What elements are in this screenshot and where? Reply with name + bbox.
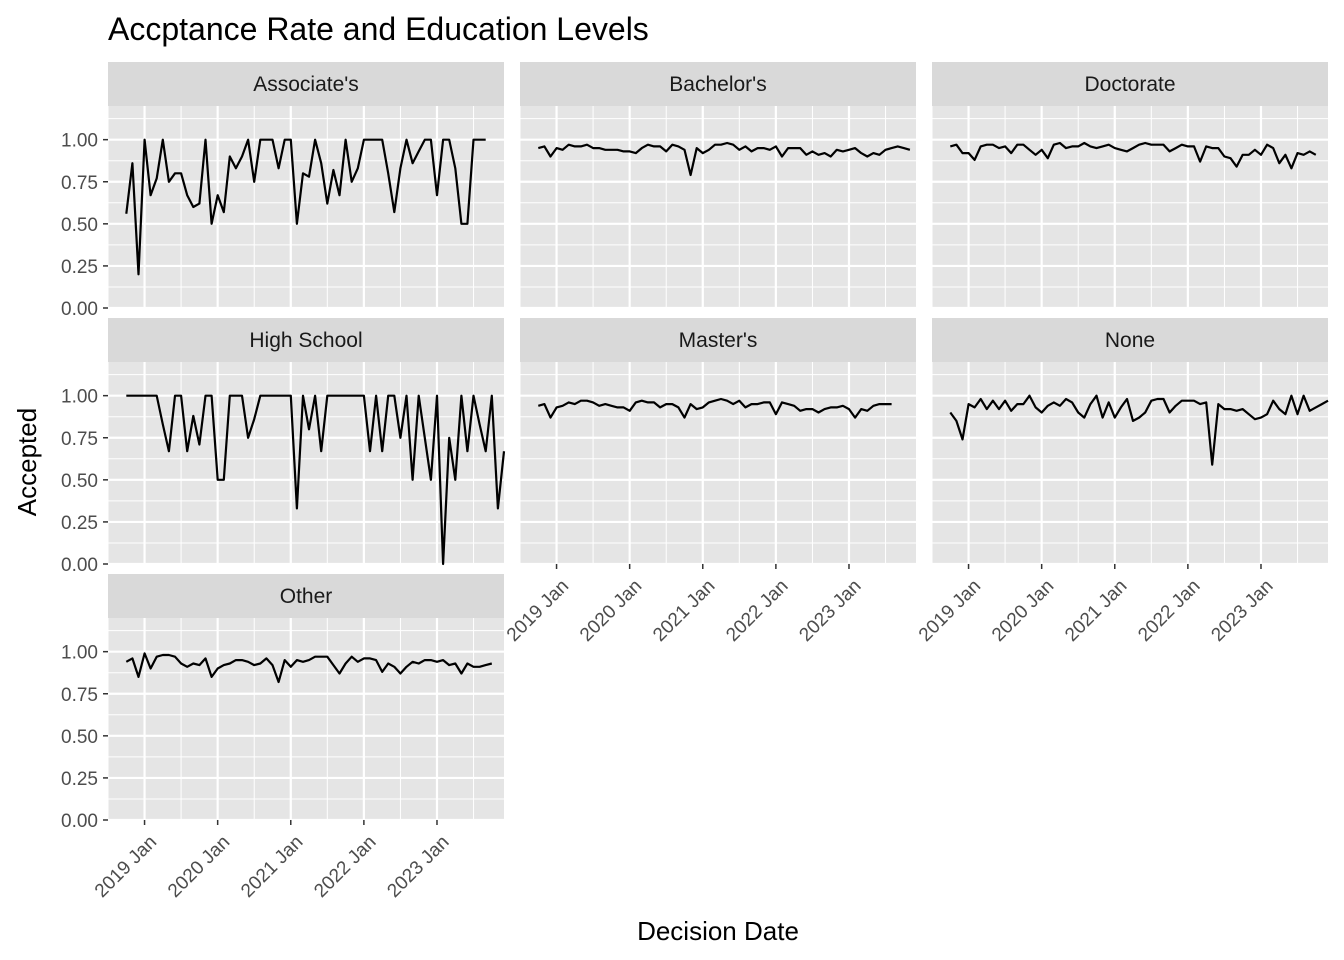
y-tick-label: 0.50 — [61, 727, 98, 748]
y-tick-label: 0.25 — [61, 257, 98, 278]
facet-panel: Master's 2019 Jan 2020 Jan 2021 Jan 2022 Jan… — [503, 318, 916, 646]
series-line — [125, 138, 486, 276]
panel-background — [108, 106, 504, 308]
x-tick-label: 2020 Jan — [164, 832, 234, 902]
series-line — [126, 394, 506, 566]
series-line — [538, 397, 892, 419]
facet-panel: None 2019 Jan 2020 Jan 2021 Jan 2022 Jan 2023… — [915, 318, 1329, 646]
series-line — [125, 652, 493, 684]
facet-strip — [520, 62, 916, 106]
series-line — [949, 394, 1329, 466]
x-axis-title: Decision Date — [637, 916, 799, 946]
y-tick-label: 0.50 — [61, 215, 98, 236]
y-tick-label: 0.50 — [61, 471, 98, 492]
facet-strip-label: Associate's — [253, 73, 359, 96]
x-tick-label: 2020 Jan — [988, 576, 1058, 646]
facet-strip — [520, 318, 916, 362]
series-line — [950, 141, 1317, 170]
facet-panel: High School 0.00 0.25 0.50 0.75 1.00 — [61, 318, 506, 576]
x-tick-label: 2022 Jan — [1134, 576, 1204, 646]
panel-background — [520, 362, 916, 564]
facet-strip — [932, 62, 1328, 106]
panel-background — [520, 106, 916, 308]
facet-panels: Associate's 0.00 0.25 0.50 0.75 1.00 Bachelor'… — [61, 62, 1329, 902]
x-tick-label: 2021 Jan — [1061, 576, 1131, 646]
x-tick-label: 2019 Jan — [503, 576, 573, 646]
facet-strip-label: None — [1105, 329, 1155, 352]
y-tick-label: 1.00 — [61, 131, 98, 152]
y-axis-title: Accepted — [12, 408, 42, 516]
y-tick-label: 0.00 — [61, 811, 98, 832]
facet-strip — [108, 574, 504, 618]
facet-panel: Associate's 0.00 0.25 0.50 0.75 1.00 — [61, 62, 504, 320]
y-tick-label: 0.00 — [61, 299, 98, 320]
panel-background — [932, 362, 1328, 564]
x-tick-label: 2021 Jan — [649, 576, 719, 646]
y-tick-label: 0.00 — [61, 555, 98, 576]
series-line — [538, 141, 911, 177]
y-tick-label: 0.75 — [61, 685, 98, 706]
y-tick-label: 1.00 — [61, 643, 98, 664]
y-tick-label: 1.00 — [61, 387, 98, 408]
facet-strip-label: Bachelor's — [669, 73, 766, 96]
facet-panel: Other 0.00 0.25 0.50 0.75 1.00 2019 Jan 2020 Ja… — [61, 574, 504, 902]
x-tick-label: 2022 Jan — [310, 832, 380, 902]
facet-strip-label: Other — [280, 585, 333, 608]
x-tick-label: 2023 Jan — [1207, 576, 1277, 646]
x-tick-label: 2019 Jan — [915, 576, 985, 646]
facet-panel: Doctorate — [931, 62, 1328, 310]
x-tick-label: 2020 Jan — [576, 576, 646, 646]
x-tick-label: 2023 Jan — [383, 832, 453, 902]
x-tick-label: 2019 Jan — [91, 832, 161, 902]
facet-strip-label: Master's — [679, 329, 758, 352]
facet-strip-label: Doctorate — [1084, 73, 1175, 96]
facet-panel: Bachelor's — [519, 62, 916, 310]
chart-title: Accptance Rate and Education Levels — [108, 11, 649, 47]
x-tick-label: 2023 Jan — [795, 576, 865, 646]
facet-strip — [108, 62, 504, 106]
y-tick-label: 0.75 — [61, 429, 98, 450]
x-tick-label: 2021 Jan — [237, 832, 307, 902]
facet-strip-label: High School — [249, 329, 362, 352]
facet-strip — [932, 318, 1328, 362]
y-tick-label: 0.75 — [61, 173, 98, 194]
panel-background — [932, 106, 1328, 308]
y-tick-label: 0.25 — [61, 513, 98, 534]
y-tick-label: 0.25 — [61, 769, 98, 790]
x-tick-label: 2022 Jan — [722, 576, 792, 646]
facet-strip — [108, 318, 504, 362]
panel-background — [108, 618, 504, 820]
